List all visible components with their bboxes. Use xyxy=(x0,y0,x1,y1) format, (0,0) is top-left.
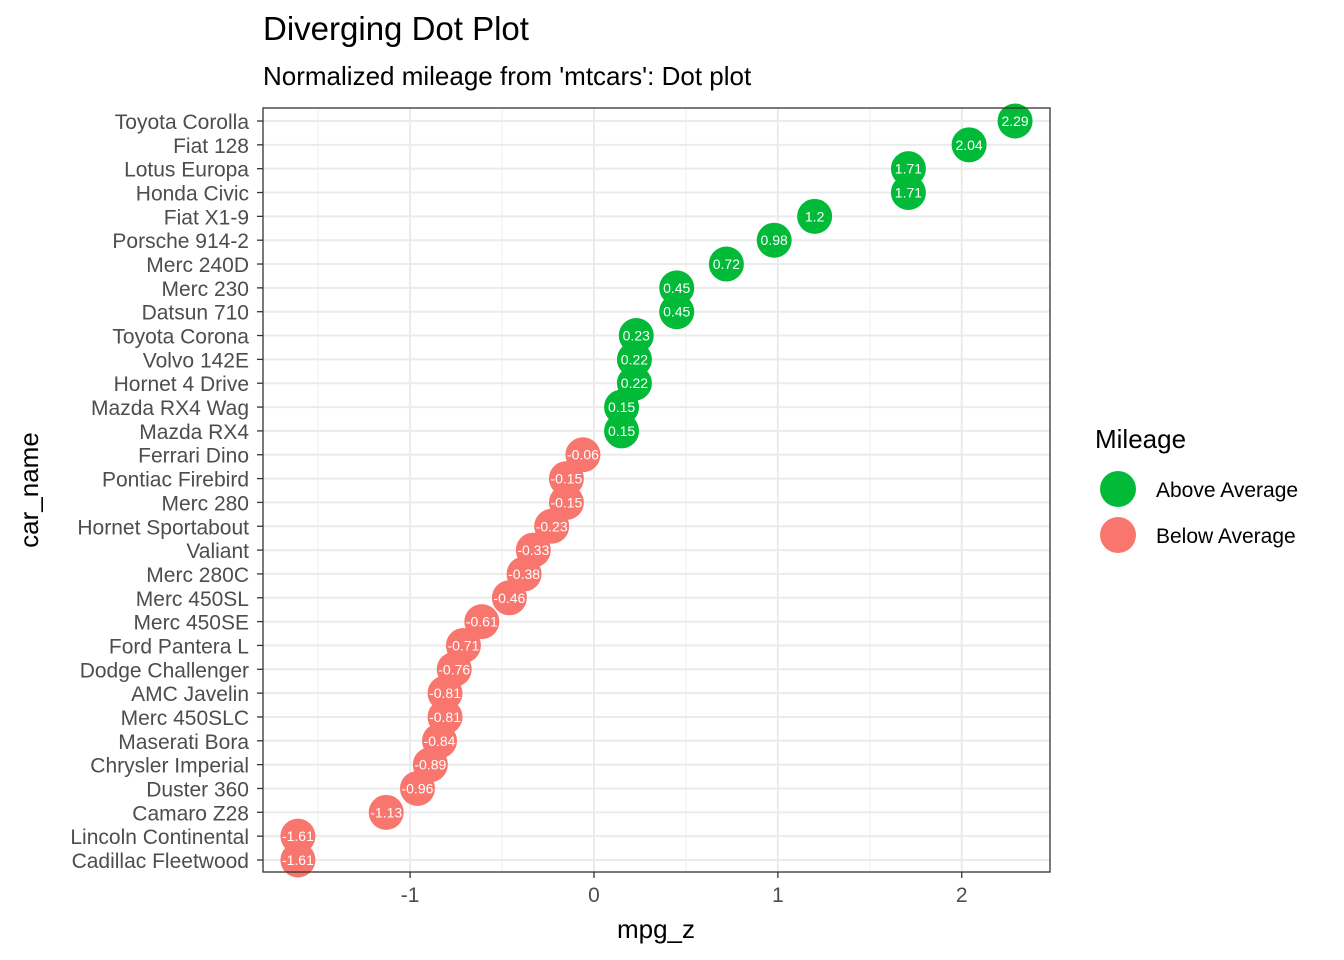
chart-title: Diverging Dot Plot xyxy=(263,10,529,47)
y-tick-label: Lotus Europa xyxy=(124,159,249,182)
dot xyxy=(368,794,404,830)
y-tick-label: Maserati Bora xyxy=(118,731,249,754)
data-label: 0.72 xyxy=(713,256,740,272)
data-label: -0.89 xyxy=(414,757,446,773)
data-label: 0.15 xyxy=(608,423,635,439)
y-tick-label: Merc 280C xyxy=(146,564,249,587)
dot xyxy=(756,222,792,258)
y-tick-label: Merc 450SE xyxy=(133,612,249,635)
y-tick-label: Cadillac Fleetwood xyxy=(72,850,249,873)
y-tick-label: Merc 280 xyxy=(161,492,249,515)
data-label: 0.45 xyxy=(663,280,690,296)
data-label: -1.61 xyxy=(282,852,314,868)
y-tick-label: Datsun 710 xyxy=(142,302,249,325)
y-tick-label: Merc 450SLC xyxy=(121,707,249,730)
y-tick-label: Fiat X1-9 xyxy=(164,206,249,229)
dot xyxy=(565,437,601,473)
y-tick-label: Merc 450SL xyxy=(136,588,249,611)
chart-subtitle: Normalized mileage from 'mtcars': Dot pl… xyxy=(263,61,752,91)
data-label: -0.81 xyxy=(429,685,461,701)
y-tick-label: Camaro Z28 xyxy=(132,802,249,825)
y-tick-label: Ford Pantera L xyxy=(109,635,249,658)
x-tick-label: 1 xyxy=(772,884,784,907)
dot xyxy=(708,246,744,282)
y-tick-label: Volvo 142E xyxy=(143,349,249,372)
dot xyxy=(618,318,654,354)
data-label: -0.61 xyxy=(466,614,498,630)
data-label: -0.46 xyxy=(493,590,525,606)
y-tick-label: Hornet Sportabout xyxy=(77,516,249,539)
data-label: 0.22 xyxy=(621,375,648,391)
y-tick-label: Honda Civic xyxy=(136,183,249,206)
legend-label: Below Average xyxy=(1156,525,1296,548)
data-label: -0.96 xyxy=(401,780,433,796)
y-tick-label: Dodge Challenger xyxy=(80,659,249,682)
dot xyxy=(659,270,695,306)
dot xyxy=(464,604,500,640)
y-tick-label: Chrysler Imperial xyxy=(90,755,249,778)
data-label: -1.61 xyxy=(282,828,314,844)
legend-label: Above Average xyxy=(1156,479,1298,502)
y-tick-label: Hornet 4 Drive xyxy=(114,373,249,396)
x-tick-label: 0 xyxy=(588,884,600,907)
data-label: -0.38 xyxy=(508,566,540,582)
grid xyxy=(263,108,1050,872)
data-label: -0.15 xyxy=(550,494,582,510)
y-tick-label: Merc 230 xyxy=(161,278,249,301)
y-tick-label: Toyota Corona xyxy=(112,326,249,349)
panel-border xyxy=(262,107,1051,873)
data-label: -0.15 xyxy=(550,471,582,487)
dot xyxy=(797,198,833,234)
y-tick-label: Mazda RX4 xyxy=(139,421,249,444)
legend-key xyxy=(1100,471,1136,507)
data-label: 2.04 xyxy=(955,137,982,153)
data-label: 0.45 xyxy=(663,304,690,320)
x-tick-label: -1 xyxy=(401,884,420,907)
dot xyxy=(280,818,316,854)
data-label: 1.2 xyxy=(805,208,825,224)
legend-key xyxy=(1100,517,1136,553)
points: -1.61 -1.61 -1.13 -0.96 -0.89 -0.84 -0.81 -0.81… xyxy=(280,103,1033,878)
data-label: -0.06 xyxy=(567,447,599,463)
data-label: -0.23 xyxy=(536,518,568,534)
panel-background xyxy=(263,108,1050,872)
y-tick-label: Ferrari Dino xyxy=(138,445,249,468)
data-label: 0.15 xyxy=(608,399,635,415)
data-label: -0.81 xyxy=(429,709,461,725)
x-tick-label: 2 xyxy=(956,884,968,907)
y-tick-label: Valiant xyxy=(186,540,249,563)
y-tick-label: Merc 240D xyxy=(146,254,249,277)
x-axis-title: mpg_z xyxy=(617,914,695,944)
dot xyxy=(445,627,481,663)
dot xyxy=(515,532,551,568)
dot xyxy=(951,127,987,163)
y-tick-label: Mazda RX4 Wag xyxy=(91,397,249,420)
dot xyxy=(997,103,1033,139)
data-label: 2.29 xyxy=(1001,113,1028,129)
data-label: -0.71 xyxy=(447,637,479,653)
data-label: 1.71 xyxy=(895,161,922,177)
y-tick-label: Lincoln Continental xyxy=(70,826,249,849)
y-tick-label: Toyota Corolla xyxy=(115,111,250,134)
y-axis-title: car_name xyxy=(14,432,44,548)
data-label: 1.71 xyxy=(895,185,922,201)
y-tick-label: AMC Javelin xyxy=(131,683,249,706)
dot xyxy=(890,151,926,187)
x-axis: -1 0 1 2 xyxy=(401,872,968,907)
data-label: -0.76 xyxy=(438,661,470,677)
data-label: 0.98 xyxy=(761,232,788,248)
legend-title: Mileage xyxy=(1095,424,1186,454)
y-tick-label: Fiat 128 xyxy=(173,135,249,158)
data-label: 0.22 xyxy=(621,351,648,367)
data-label: -0.84 xyxy=(424,733,456,749)
data-label: 0.23 xyxy=(623,328,650,344)
y-tick-label: Porsche 914-2 xyxy=(112,230,249,253)
legend: Mileage Above Average Below Average xyxy=(1095,424,1298,553)
y-tick-label: Pontiac Firebird xyxy=(102,469,249,492)
y-tick-label: Duster 360 xyxy=(146,778,249,801)
data-label: -0.33 xyxy=(517,542,549,558)
data-label: -1.13 xyxy=(370,804,402,820)
